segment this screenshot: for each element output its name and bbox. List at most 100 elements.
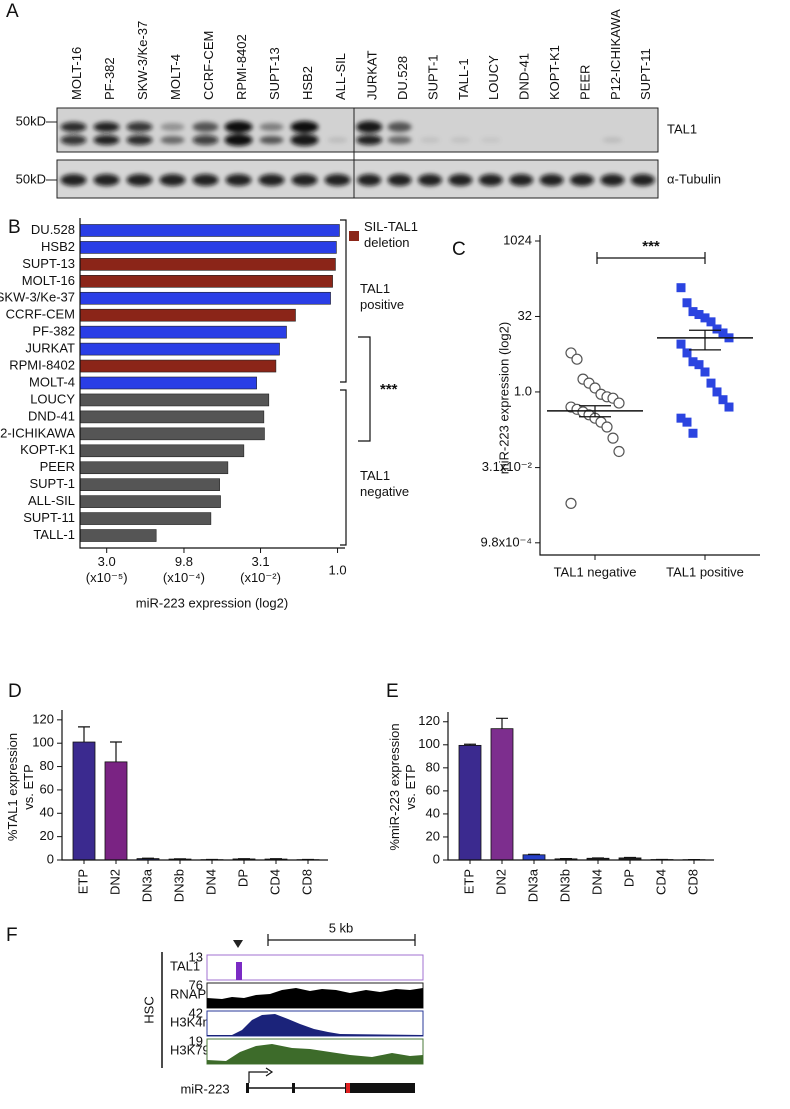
point (601, 421, 613, 433)
bar (104, 761, 128, 861)
y-tick-label: 0 (433, 851, 440, 866)
lane-label: ALL-SIL (333, 53, 348, 100)
point (688, 428, 698, 438)
x-tick-label: DN3a (139, 868, 154, 902)
track-max: 42 (189, 1005, 203, 1020)
y-tick-label: 120 (418, 713, 440, 728)
sem-bar (689, 329, 721, 351)
lane-label: MOLT-4 (168, 54, 183, 100)
bar (79, 224, 340, 237)
point (700, 313, 710, 323)
track-signal (236, 962, 242, 980)
bar (79, 258, 336, 271)
point (718, 328, 728, 338)
x-tick-label: CD8 (299, 869, 314, 895)
bar (79, 410, 265, 424)
point (682, 417, 692, 427)
x-tick-label: CD8 (685, 869, 700, 895)
point (724, 402, 734, 412)
y-tick-label: PF-382 (32, 324, 75, 339)
y-tick-label: SKW-3/Ke-37 (0, 290, 75, 305)
lane-label: SKW-3/Ke-37 (135, 21, 150, 100)
legend-label: SIL-TAL1 deletion (364, 220, 418, 251)
bar (79, 427, 265, 441)
point (676, 283, 686, 293)
bar (458, 744, 482, 861)
point (676, 413, 686, 423)
lane-label: SUPT-13 (267, 47, 282, 100)
y-tick-label: 100 (418, 736, 440, 751)
error-bar (496, 717, 508, 729)
lane-label: SUPT-11 (638, 48, 653, 100)
significance: *** (642, 238, 660, 255)
track-max: 13 (189, 949, 203, 964)
track-name: RNAP2 (170, 986, 213, 1001)
mirna-locus (346, 1083, 350, 1093)
bar (79, 308, 296, 322)
point (682, 348, 692, 358)
error-bar (78, 726, 90, 743)
y-tick-label: MOLT-4 (29, 374, 75, 389)
x-tick-label: DN2 (493, 869, 508, 895)
panel-f: F 5 kb HSC TAL1 RNAP2 H3K4m3 H3K79m2 13 … (6, 920, 424, 1096)
y-tick-label: 40 (426, 805, 440, 820)
x-tick-label: DN3a (525, 868, 540, 902)
lane-label: TALL-1 (456, 58, 471, 100)
panel-label: E (386, 681, 399, 702)
panel-label: C (452, 239, 466, 260)
y-tick-label: 20 (40, 828, 54, 843)
bar (79, 275, 333, 288)
x-tick-label: DP (621, 869, 636, 887)
y-tick-label: CCRF-CEM (6, 307, 75, 322)
y-tick-label: 80 (426, 759, 440, 774)
legend-swatch (349, 231, 359, 241)
x-tick-label: CD4 (267, 869, 282, 895)
track-signal (207, 988, 423, 1008)
marker-label: 50kD (16, 171, 46, 186)
bar (522, 854, 546, 861)
point (694, 360, 704, 370)
x-tick-label: DN3b (557, 869, 572, 902)
point (613, 397, 625, 409)
sem-bar (579, 405, 611, 418)
bar (79, 495, 221, 508)
axis (79, 218, 345, 549)
track-box (206, 954, 424, 981)
panel-b-annotations: SIL-TAL1 deletion TAL1 positive TAL1 negati… (136, 219, 418, 610)
point (676, 339, 686, 349)
y-tick-label: 1.0 (514, 383, 532, 398)
lane-label: PEER (577, 65, 592, 100)
x-tick-label: ETP (461, 869, 476, 894)
bar (79, 291, 331, 305)
axis (447, 712, 714, 861)
y-axis-label: %miR-223 expressionvs. ETP (388, 723, 419, 850)
track-signal (207, 1014, 423, 1036)
bar (79, 461, 229, 475)
y-tick-label: MOLT-16 (22, 273, 75, 288)
point (718, 395, 728, 405)
y-tick-label: 120 (32, 711, 54, 726)
protein-label: α-Tubulin (667, 171, 721, 186)
track-signal (207, 1044, 423, 1064)
bands (60, 121, 623, 146)
x-tick-label: DN2 (107, 869, 122, 895)
y-tick-label: JURKAT (25, 341, 75, 356)
lane-label: PF-382 (102, 57, 117, 100)
bar (79, 359, 277, 373)
blot-membrane (56, 107, 659, 153)
group-bracket (340, 219, 347, 546)
y-tick-label: 100 (32, 735, 54, 750)
point (571, 353, 583, 365)
axis (539, 235, 760, 556)
tss-arrow (265, 1067, 274, 1077)
bands (60, 174, 655, 186)
scale-bar (267, 934, 416, 946)
significance-bracket (596, 252, 706, 264)
y-tick-label: 80 (40, 758, 54, 773)
track-max: 76 (189, 977, 203, 992)
y-tick-label: ALL-SIL (28, 493, 75, 508)
lane-label: HSB2 (300, 66, 315, 100)
x-tick-label: DN4 (589, 869, 604, 895)
y-tick-label: DND-41 (28, 408, 75, 423)
track-max: 19 (189, 1033, 203, 1048)
